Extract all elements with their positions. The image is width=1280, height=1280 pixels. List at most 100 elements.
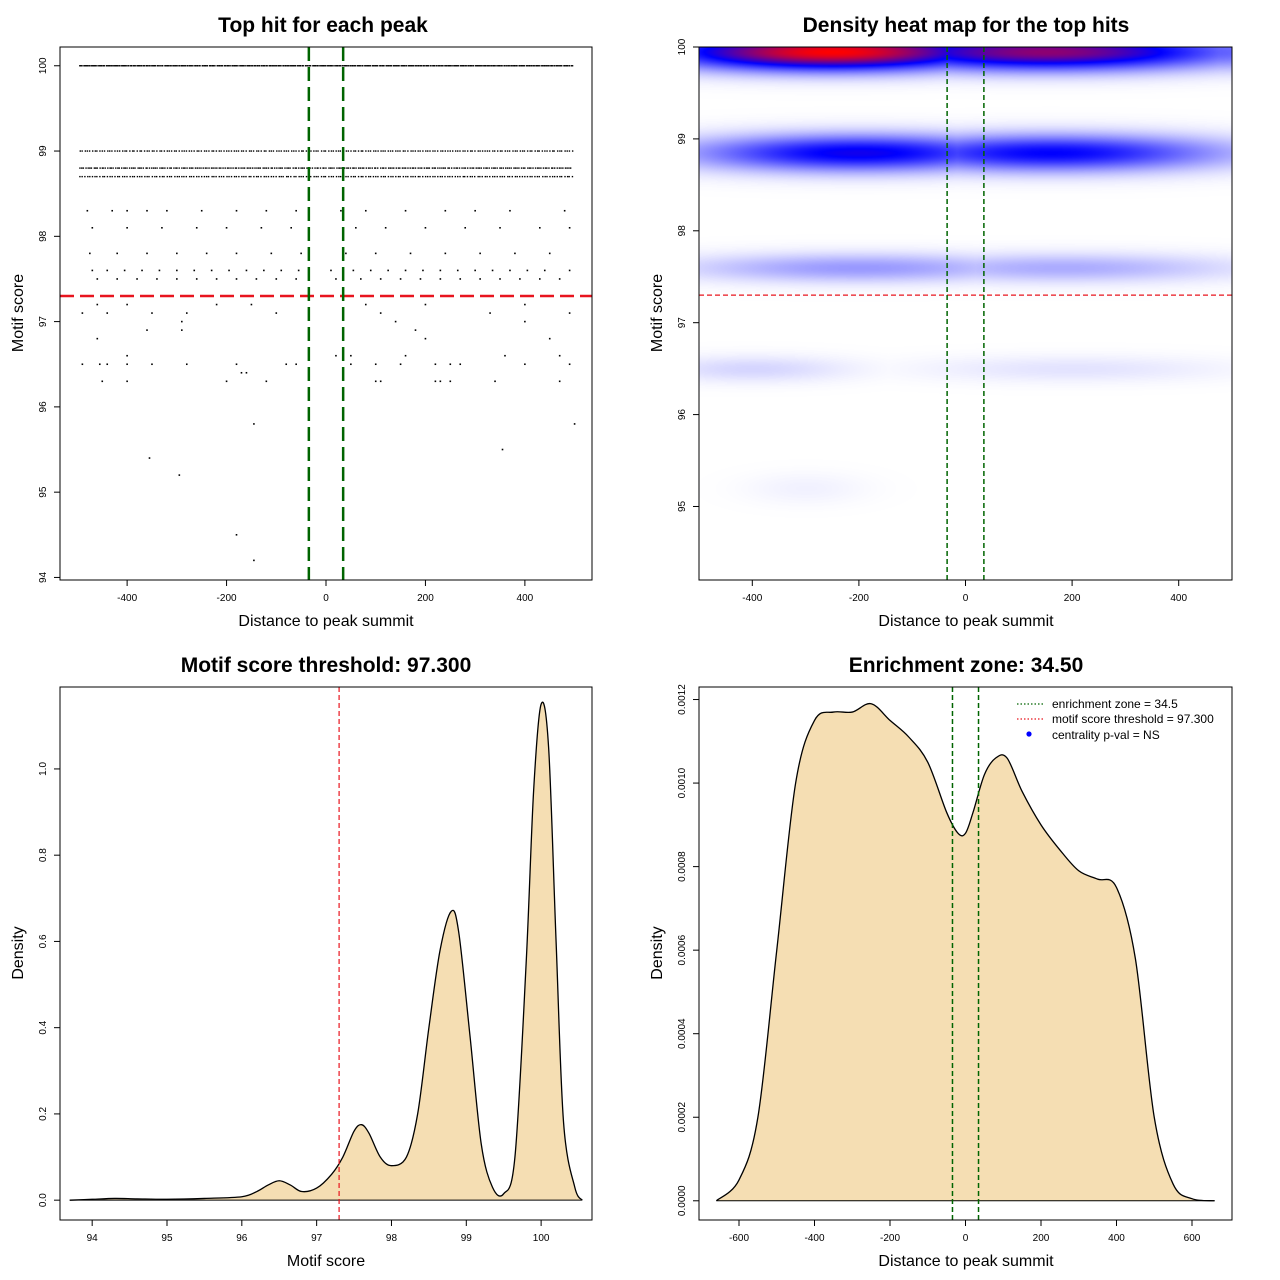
point [244,65,246,67]
point [526,150,529,152]
point [389,150,392,152]
point [545,65,547,67]
point [466,175,469,178]
point [273,167,276,169]
point [404,150,406,152]
point [285,175,288,178]
point [123,65,126,67]
point [280,65,282,67]
point [156,278,158,280]
panel3-title: Motif score threshold: 97.300 [181,654,472,677]
point [379,65,381,67]
point [238,167,240,169]
point [156,150,158,152]
point [556,150,559,152]
point [369,269,372,272]
point [568,175,570,178]
point [193,175,195,178]
point [510,65,513,67]
point [162,167,164,169]
point [499,278,501,280]
point [270,167,272,169]
point [374,363,377,366]
point [514,167,517,169]
point [209,65,212,67]
point [437,167,439,169]
point [404,269,407,272]
point [453,65,456,67]
point [136,278,138,280]
point [374,252,377,255]
point [315,150,317,152]
point [417,175,420,178]
point [241,175,243,178]
point [479,65,481,67]
point [170,167,172,169]
point [495,65,497,67]
point [387,175,390,178]
point [427,150,429,152]
point [134,167,136,169]
point [516,175,518,178]
point [146,65,148,67]
point [365,175,367,178]
point [271,65,274,67]
point [314,65,316,67]
point [94,150,97,152]
point [494,175,496,178]
point [532,65,535,67]
point [295,209,297,212]
point [243,167,246,169]
point [432,150,434,152]
point [439,167,441,169]
point [485,65,487,67]
point [434,175,436,178]
point [203,175,206,178]
point [291,65,294,67]
point [221,65,224,67]
point [372,65,375,67]
point [316,167,318,169]
point [414,329,417,331]
point [573,423,576,425]
point [325,167,327,169]
point [384,175,386,178]
x-tick-label: -200 [880,1233,900,1244]
point [425,150,427,152]
point [250,65,252,67]
point [162,65,164,67]
point [175,167,177,169]
point [339,175,342,178]
point [459,363,462,366]
point [279,65,281,67]
point [80,65,82,67]
point [382,167,384,169]
point [136,150,138,152]
point [154,175,156,178]
panel1-marks [60,47,592,580]
point [124,167,127,169]
point [275,175,277,178]
point [528,65,531,67]
point [246,167,248,169]
point [328,175,330,178]
point [384,150,386,152]
point [520,65,523,67]
point [332,150,335,152]
panel1-title: Top hit for each peak [218,14,428,37]
point [126,209,128,212]
point [429,175,431,178]
point [278,175,281,178]
point [234,65,236,67]
point [202,65,204,67]
point [131,167,133,169]
point [357,167,360,169]
point [185,312,188,314]
point [235,363,238,366]
point [423,167,426,169]
point [526,269,529,272]
point [302,65,304,67]
point [107,150,109,152]
y-tick-label: 94 [38,571,49,583]
point [293,150,295,152]
